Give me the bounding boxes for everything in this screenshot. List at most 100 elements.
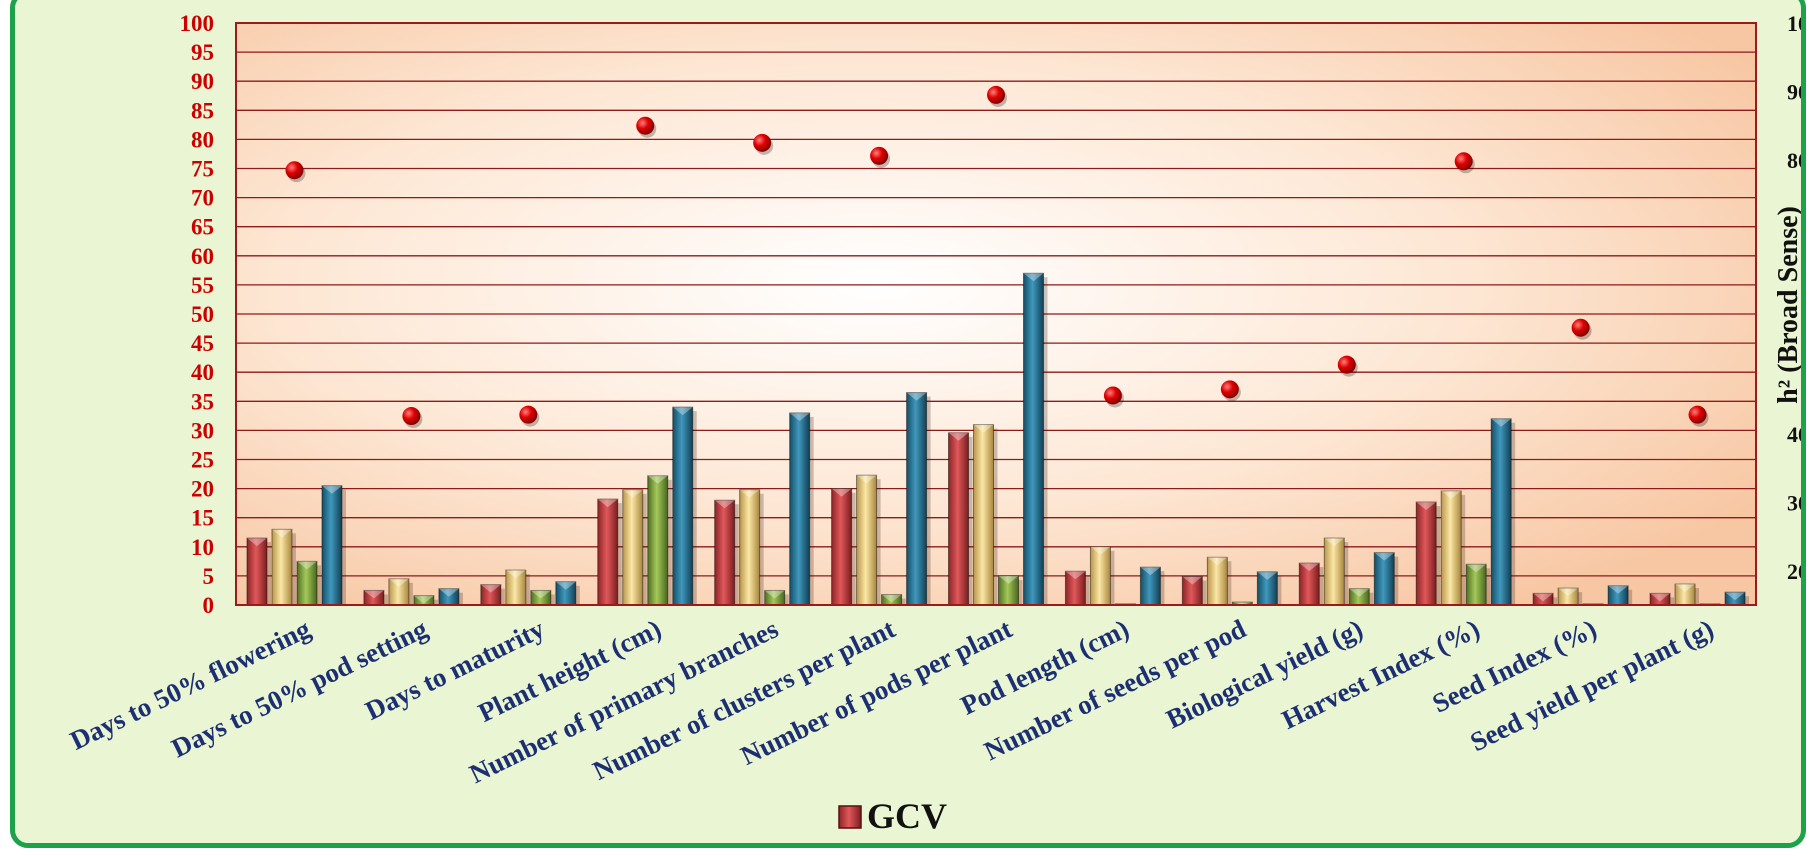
bar-bevel xyxy=(1232,602,1253,605)
bar xyxy=(831,488,853,606)
bar-bevel xyxy=(1324,538,1345,547)
bar xyxy=(1440,490,1462,606)
bar xyxy=(246,537,268,606)
bar-bevel xyxy=(388,578,409,587)
bar-bevel xyxy=(1466,564,1487,573)
bar-bevel xyxy=(1299,563,1320,572)
left-tick-label: 100 xyxy=(180,11,215,36)
bar xyxy=(271,528,293,606)
bar-bevel xyxy=(948,432,969,441)
bar-bevel xyxy=(1349,588,1370,597)
bar xyxy=(906,392,928,606)
left-tick-label: 40 xyxy=(191,360,214,385)
legend: GCV xyxy=(838,796,947,836)
category-label: Harvest Index (%) xyxy=(1277,613,1484,735)
bar-bevel xyxy=(555,581,576,590)
left-tick-label: 50 xyxy=(191,302,214,327)
right-axis-ticks: 20 30 40 80 90 100 xyxy=(1787,11,1806,584)
bar xyxy=(739,489,761,606)
bar xyxy=(1415,501,1437,606)
bar-bevel xyxy=(1650,593,1671,602)
legend-swatch-gcv xyxy=(838,805,862,829)
bar-bevel xyxy=(296,561,317,570)
h2-point xyxy=(1454,152,1473,171)
h2-point xyxy=(1571,318,1590,337)
bar-bevel xyxy=(1558,588,1579,597)
bar xyxy=(647,475,669,606)
bar xyxy=(597,498,619,606)
left-tick-label: 70 xyxy=(191,186,214,211)
bar-bevel xyxy=(1207,557,1228,566)
h2-point xyxy=(987,85,1005,104)
bar-bevel xyxy=(1140,567,1161,576)
bar xyxy=(973,424,994,606)
bar-bevel xyxy=(1608,585,1629,594)
bar-bevel xyxy=(321,485,342,494)
left-tick-label: 5 xyxy=(203,564,215,589)
bar-bevel xyxy=(413,595,434,604)
bar-bevel xyxy=(998,575,1019,584)
h2-point xyxy=(402,407,421,426)
right-tick-label: 40 xyxy=(1787,422,1806,447)
bar-bevel xyxy=(438,588,459,597)
right-tick-label: 80 xyxy=(1787,148,1806,173)
bar-bevel xyxy=(831,488,852,497)
bar-bevel xyxy=(1182,576,1203,585)
bar-bevel xyxy=(1725,592,1746,601)
left-tick-label: 75 xyxy=(191,157,214,182)
h2-point xyxy=(1688,405,1707,424)
bar-bevel xyxy=(1257,571,1278,580)
bar-bevel xyxy=(480,584,501,593)
left-tick-label: 15 xyxy=(191,506,214,531)
left-tick-label: 30 xyxy=(191,418,214,443)
bar xyxy=(789,412,811,606)
left-tick-label: 60 xyxy=(191,244,214,269)
bar xyxy=(1089,546,1111,606)
right-tick-label: 90 xyxy=(1787,79,1806,104)
right-axis-title: h² (Broad Sense) xyxy=(1773,206,1804,404)
bar-bevel xyxy=(764,590,785,599)
right-tick-label: 30 xyxy=(1787,490,1806,515)
bar-bevel xyxy=(505,570,526,579)
bar-bevel xyxy=(973,424,994,433)
bar-bevel xyxy=(597,499,618,508)
bar-bevel xyxy=(739,489,760,498)
bar-bevel xyxy=(271,529,292,538)
category-label: Biological yield (g) xyxy=(1161,613,1367,734)
bar-bevel xyxy=(1374,552,1395,561)
h2-point xyxy=(870,146,889,165)
bar-bevel xyxy=(789,412,810,421)
bar xyxy=(1323,537,1345,606)
bar-bevel xyxy=(1090,546,1111,555)
bar-bevel xyxy=(1491,418,1512,427)
left-tick-label: 95 xyxy=(191,40,214,65)
left-tick-label: 45 xyxy=(191,331,214,356)
left-tick-label: 85 xyxy=(191,98,214,123)
left-tick-label: 25 xyxy=(191,448,214,473)
bar-bevel xyxy=(363,590,384,599)
bar-bevel xyxy=(1675,584,1696,593)
bar xyxy=(672,406,694,606)
right-tick-label: 20 xyxy=(1787,559,1806,584)
left-tick-label: 90 xyxy=(191,69,214,94)
bar-bevel xyxy=(672,407,693,416)
h2-point xyxy=(1103,386,1122,405)
left-tick-label: 65 xyxy=(191,215,214,240)
bar-bevel xyxy=(714,500,735,509)
bar xyxy=(1490,418,1512,606)
h2-point xyxy=(1220,380,1239,399)
bar-bevel xyxy=(906,392,927,401)
bar-bevel xyxy=(622,489,643,498)
bar-bevel xyxy=(1065,571,1086,580)
h2-point xyxy=(519,405,538,424)
h2-point xyxy=(1337,355,1356,374)
right-tick-label: 100 xyxy=(1787,11,1806,36)
bar-bevel xyxy=(1533,593,1554,602)
bar-bevel xyxy=(1023,273,1044,282)
bar-bevel xyxy=(246,538,267,547)
bar-bevel xyxy=(530,590,551,599)
left-tick-label: 0 xyxy=(203,593,215,618)
bar xyxy=(622,489,644,606)
left-tick-label: 10 xyxy=(191,535,214,560)
